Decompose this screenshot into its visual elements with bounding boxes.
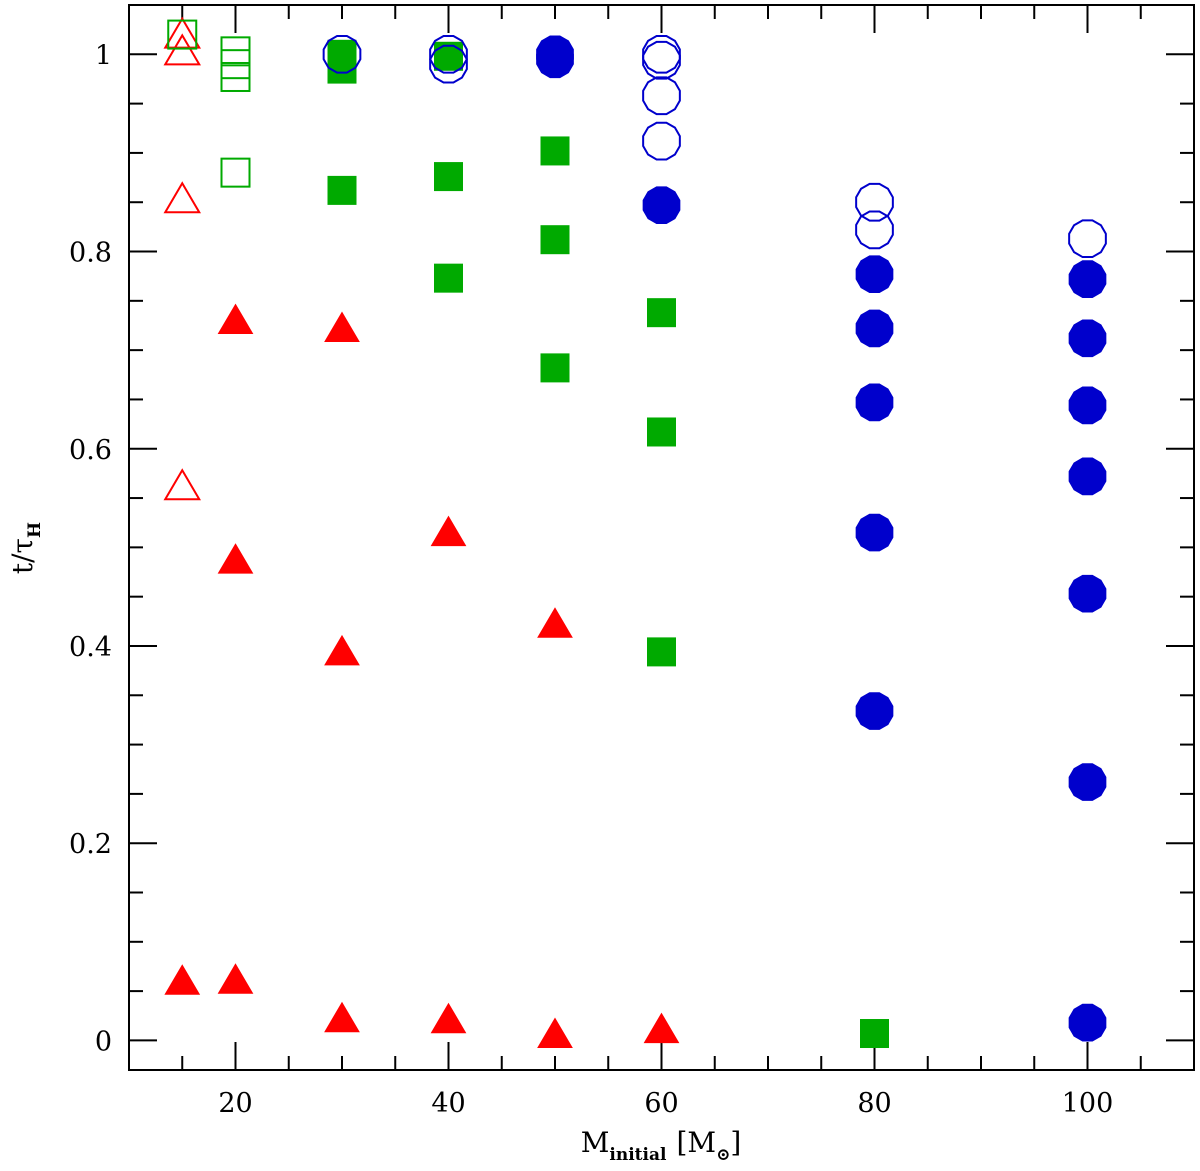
filled-triangle-point — [430, 515, 467, 547]
open-circle-point — [642, 76, 681, 116]
open-triangle-point — [163, 33, 201, 66]
filled-circle-point — [1068, 457, 1107, 496]
filled-circle-point — [1068, 319, 1107, 358]
filled-triangle-point — [430, 1002, 467, 1034]
plot-frame — [128, 4, 1195, 1071]
open-square-point — [220, 157, 251, 188]
x-tick-label: 20 — [218, 1088, 252, 1119]
open-circle-point — [642, 40, 681, 80]
filled-square-point — [540, 136, 570, 166]
filled-circle-point — [536, 40, 574, 79]
open-square-point — [167, 19, 198, 50]
open-circle-point — [1068, 219, 1107, 259]
open-circle-point — [322, 34, 362, 74]
x-tick-label: 80 — [857, 1088, 891, 1119]
open-circle-point — [855, 182, 894, 222]
filled-circle-point — [855, 255, 894, 294]
axis-ticks — [128, 5, 1195, 1070]
filled-circle-point — [1068, 386, 1107, 425]
open-circle-point — [429, 34, 468, 74]
filled-triangle-point — [537, 607, 573, 638]
open-square-point — [220, 36, 251, 67]
filled-square-point — [434, 41, 463, 71]
y-axis-label: t/τH — [6, 522, 45, 574]
filled-square-point — [540, 353, 570, 383]
filled-square-point — [434, 162, 463, 192]
data-points — [163, 16, 1107, 1049]
tick-labels: 20 40 60 80 100 0 0.2 0.4 0.6 0.8 1 — [69, 40, 1113, 1119]
open-triangle-point — [163, 181, 201, 214]
y-tick-label: 0.6 — [69, 435, 112, 466]
open-square-point — [220, 49, 251, 80]
filled-circle-point — [1068, 574, 1107, 613]
filled-circle-point — [855, 513, 894, 552]
y-tick-label: 0.2 — [69, 829, 112, 860]
filled-square-point — [327, 175, 357, 205]
filled-circle-point — [855, 309, 894, 348]
x-axis-label: Minitial [M⊙] — [581, 1126, 742, 1165]
y-tick-label: 0 — [95, 1026, 112, 1057]
filled-triangle-point — [324, 634, 360, 666]
filled-square-point — [540, 225, 570, 255]
filled-triangle-point — [217, 543, 254, 574]
filled-circle-point — [1068, 763, 1107, 801]
filled-triangle-point — [537, 1017, 573, 1048]
filled-circle-point — [1068, 1003, 1107, 1042]
filled-triangle-point — [643, 1012, 680, 1044]
filled-circle-point — [1068, 260, 1107, 298]
y-tick-label: 0.4 — [69, 632, 112, 663]
y-tick-label: 1 — [95, 40, 112, 71]
open-triangle-point — [163, 468, 201, 501]
filled-triangle-point — [324, 1001, 360, 1033]
x-tick-label: 40 — [431, 1088, 465, 1119]
open-circle-point — [642, 34, 681, 74]
filled-square-point — [434, 263, 463, 293]
filled-triangle-point — [324, 311, 360, 342]
open-circle-point — [429, 44, 468, 84]
y-tick-label: 0.8 — [69, 238, 112, 269]
filled-circle-point — [855, 692, 894, 730]
filled-circle-point — [642, 186, 681, 225]
filled-triangle-point — [164, 964, 201, 995]
filled-square-point — [647, 637, 676, 667]
open-circle-point — [855, 210, 894, 250]
x-tick-label: 60 — [644, 1088, 678, 1119]
filled-triangle-point — [217, 963, 254, 994]
filled-square-point — [647, 298, 676, 328]
filled-triangle-point — [217, 303, 254, 335]
filled-square-point — [860, 1019, 889, 1049]
x-tick-label: 100 — [1062, 1088, 1114, 1119]
filled-circle-point — [855, 383, 894, 422]
open-square-point — [220, 61, 251, 92]
open-circle-point — [642, 121, 681, 161]
open-triangle-point — [163, 16, 201, 49]
filled-square-point — [647, 417, 676, 447]
